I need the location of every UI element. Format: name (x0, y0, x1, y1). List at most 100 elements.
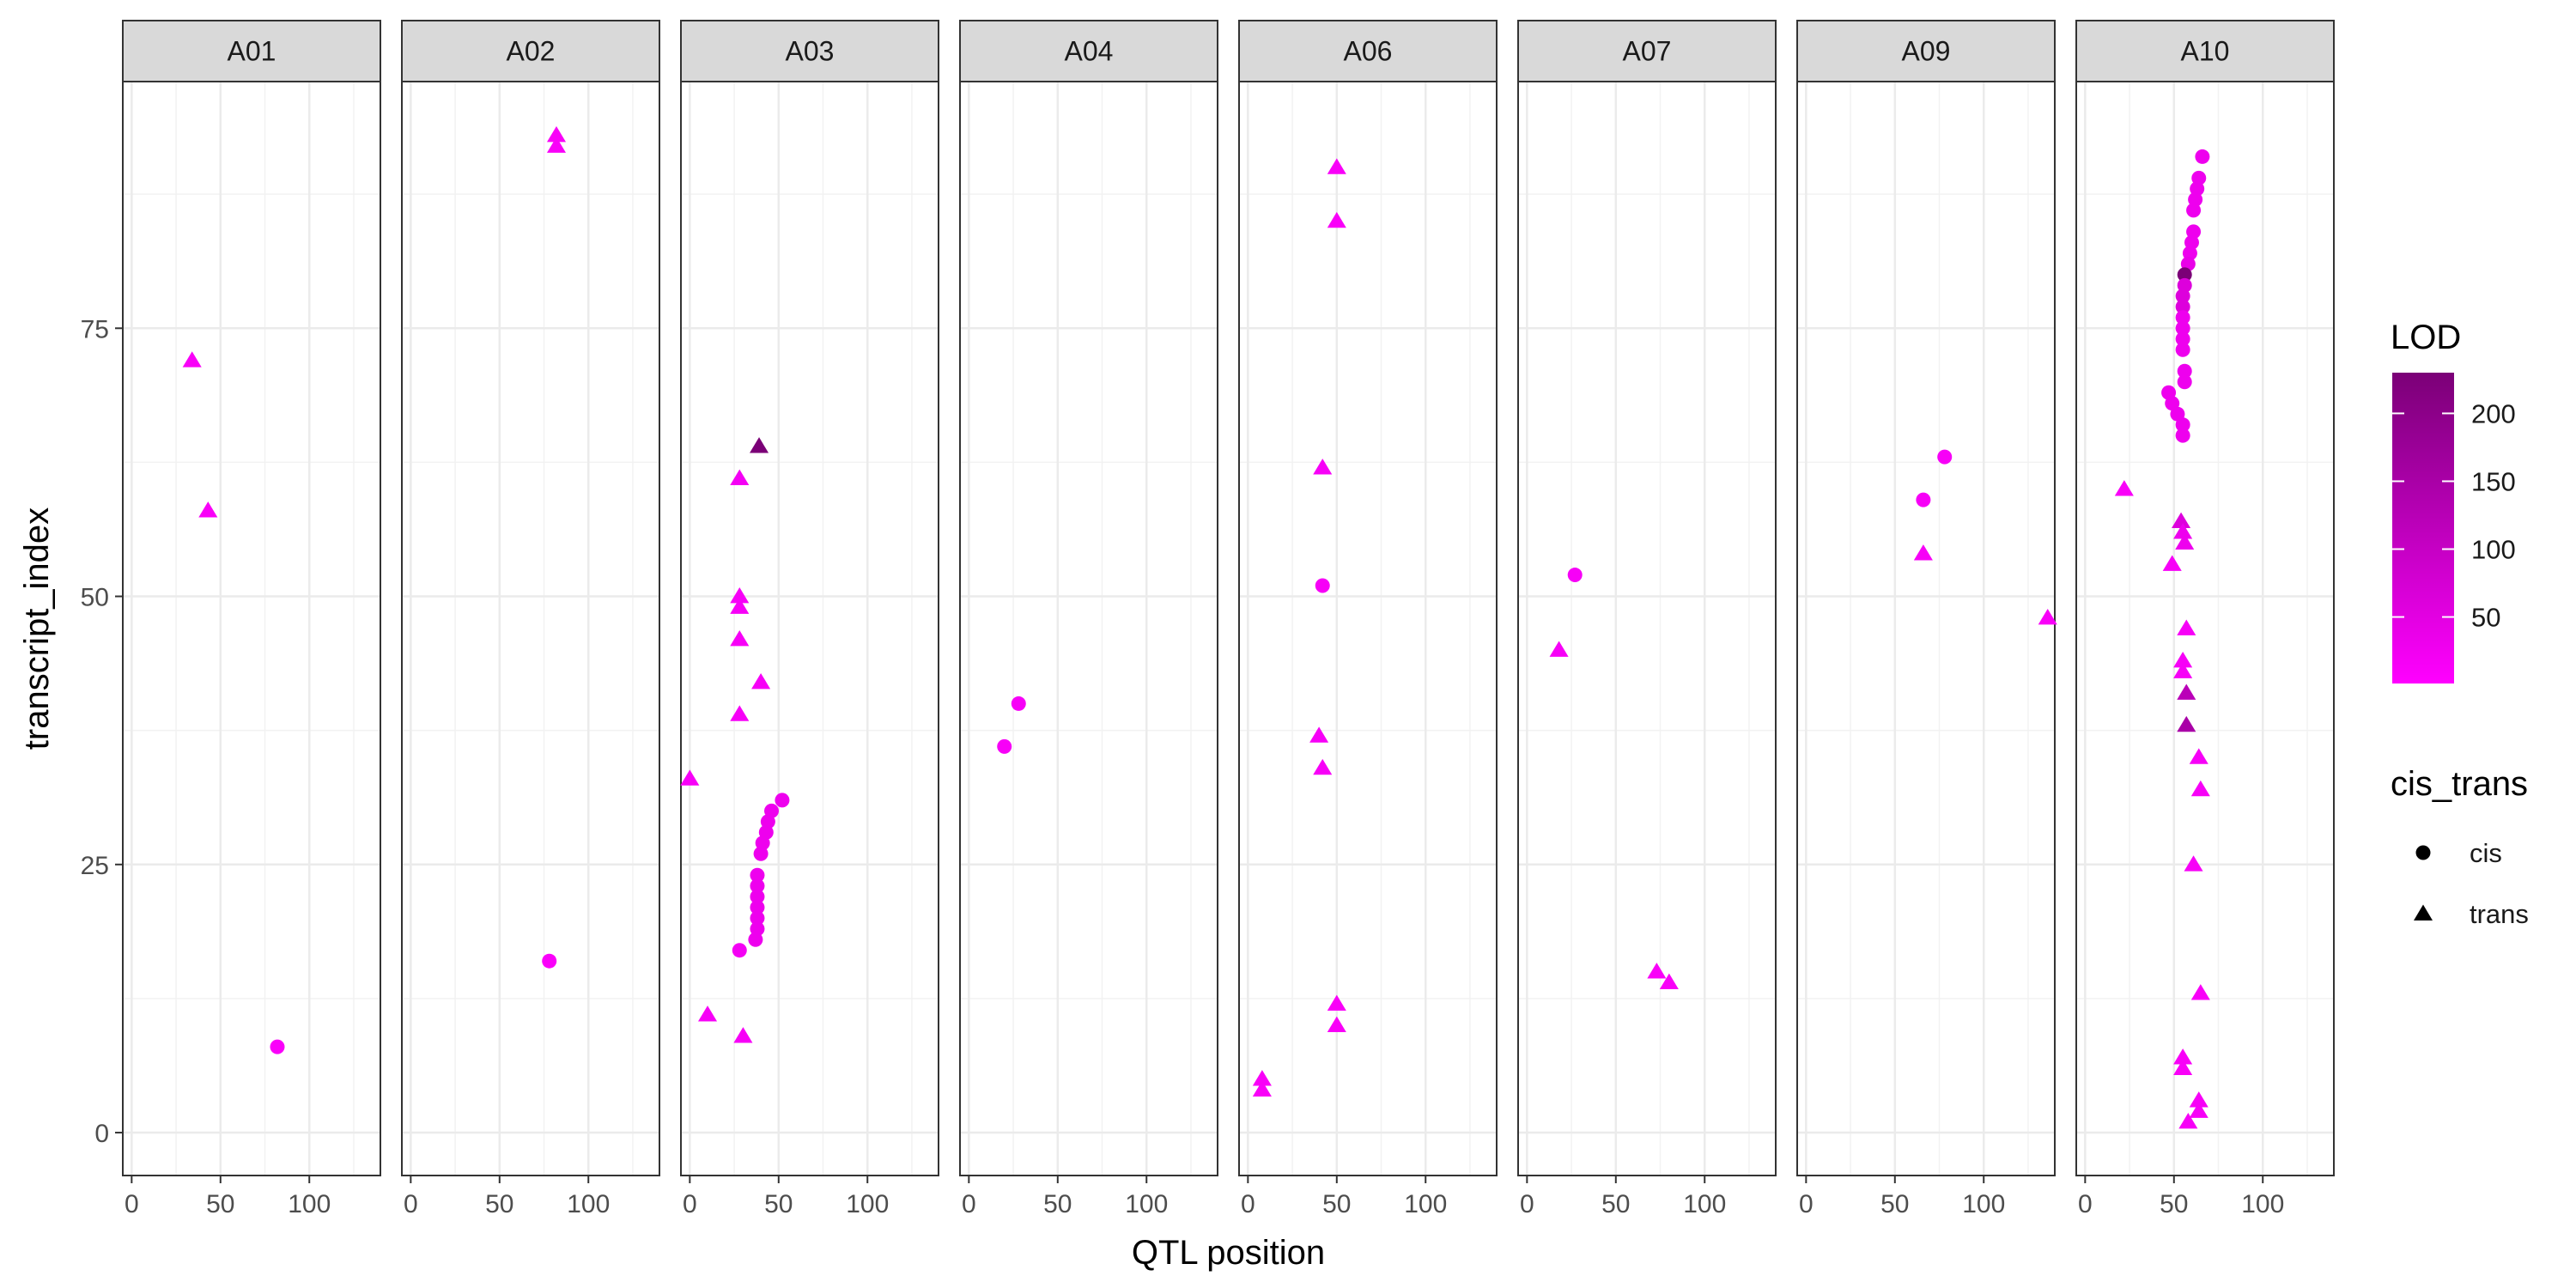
gridlines (2076, 82, 2334, 1176)
trans-point (1309, 726, 1329, 743)
x-tick-label: 50 (764, 1190, 793, 1218)
cis-point (2175, 310, 2190, 325)
cis-point (2177, 363, 2192, 379)
x-tick-label: 0 (2078, 1190, 2093, 1218)
cis-point (750, 910, 765, 926)
x-tick-label: 0 (1520, 1190, 1534, 1218)
panel-a02: A02 0 50 100 (401, 20, 660, 1218)
panel-border (2075, 81, 2335, 1176)
panel-background (681, 82, 939, 1176)
panel-border (1238, 81, 1498, 1176)
y-tick-label: 75 (81, 315, 109, 343)
cis-point (775, 793, 790, 808)
legend-item-cis: cis (2415, 838, 2502, 868)
trans-point (1913, 544, 1933, 561)
trans-point (546, 125, 567, 143)
trans-point (2173, 1048, 2193, 1065)
legend-item-trans: trans (2414, 899, 2529, 929)
panel-background (2076, 82, 2334, 1176)
trans-point (2189, 748, 2208, 764)
panel-border (680, 81, 939, 1176)
facet-panels: A01 0 50 100 A02 0 50 100 A03 0 50 100 A04 0 50 100 A06 0… (122, 20, 2335, 1218)
x-tick-label: 0 (683, 1190, 697, 1218)
cis-point (2190, 181, 2205, 197)
trans-point (730, 587, 750, 604)
facet-strip (122, 20, 381, 82)
trans-point (2177, 715, 2196, 732)
trans-point (730, 705, 750, 721)
facet-strip (1238, 20, 1498, 82)
legend: LOD 50 100 150 200 cis_trans cis trans (2391, 319, 2529, 929)
panel-border (122, 81, 381, 1176)
panel-background (960, 82, 1218, 1176)
y-axis-title: transcript_index (18, 507, 56, 750)
panel-background (1239, 82, 1497, 1176)
cis-point (2175, 428, 2190, 443)
x-tick-label: 100 (846, 1190, 889, 1218)
trans-point (2173, 662, 2193, 678)
axes: QTL position transcript_index 0 25 50 75 (18, 315, 1325, 1272)
cis-point (2177, 277, 2192, 293)
x-tick-label: 100 (1683, 1190, 1726, 1218)
trans-point (1327, 1016, 1346, 1033)
cis-point (2186, 224, 2202, 240)
trans-point (2184, 855, 2203, 872)
legend-item-label: trans (2470, 899, 2529, 929)
trans-point (2178, 1113, 2198, 1129)
facet-strip (1796, 20, 2056, 82)
x-tick-label: 0 (125, 1190, 139, 1218)
x-tick-label: 50 (1880, 1190, 1909, 1218)
panel-a04: A04 0 50 100 (959, 20, 1218, 1218)
facet-strip-label: A07 (1623, 36, 1672, 67)
trans-point (198, 501, 218, 518)
cis-point (2186, 203, 2202, 218)
cis-point (750, 889, 765, 904)
panel-a03: A03 0 50 100 (680, 20, 939, 1218)
x-tick-label: 50 (206, 1190, 234, 1218)
legend-item-label: cis (2470, 838, 2502, 868)
trans-point (2162, 555, 2182, 571)
panel-background (402, 82, 659, 1176)
trans-point (751, 672, 771, 690)
gridlines (960, 82, 1218, 1176)
trans-point (182, 351, 202, 368)
trans-point (698, 1005, 718, 1022)
cis-trans-legend-title: cis_trans (2391, 765, 2528, 803)
trans-legend-key (2414, 904, 2433, 920)
cis-point (1916, 492, 1931, 507)
x-tick-label: 100 (567, 1190, 610, 1218)
trans-point (1313, 758, 1333, 775)
cis-point (997, 738, 1012, 754)
facet-strip-label: A04 (1065, 36, 1114, 67)
trans-point (2173, 1059, 2193, 1075)
cis-point (2175, 299, 2190, 314)
facet-strip (1517, 20, 1777, 82)
panel-a09: A09 0 50 100 (1796, 20, 2057, 1218)
cis-point (2175, 331, 2190, 347)
x-tick-label: 50 (2160, 1190, 2188, 1218)
trans-point (546, 137, 567, 153)
cis-point (760, 814, 775, 829)
cis-point (750, 878, 765, 894)
panel-border (1517, 81, 1777, 1176)
cis-point (2177, 267, 2192, 283)
panel-background (123, 82, 380, 1176)
cis-point (732, 943, 747, 958)
lod-legend-title: LOD (2391, 319, 2461, 356)
lod-tick-label: 50 (2471, 603, 2500, 633)
cis-trans-legend-items: cis trans (2414, 838, 2529, 929)
cis-point (2191, 170, 2207, 185)
x-tick-label: 0 (404, 1190, 418, 1218)
x-tick-label: 100 (1125, 1190, 1168, 1218)
cis-point (2177, 374, 2192, 390)
gridlines (681, 82, 939, 1176)
y-tick-label: 50 (81, 584, 109, 612)
cis-point (2182, 246, 2197, 261)
gridlines (1797, 82, 2055, 1176)
panel-a07: A07 0 50 100 (1517, 20, 1777, 1218)
cis-point (750, 867, 765, 883)
x-tick-label: 100 (288, 1190, 331, 1218)
trans-point (730, 598, 750, 614)
x-tick-label: 50 (485, 1190, 513, 1218)
